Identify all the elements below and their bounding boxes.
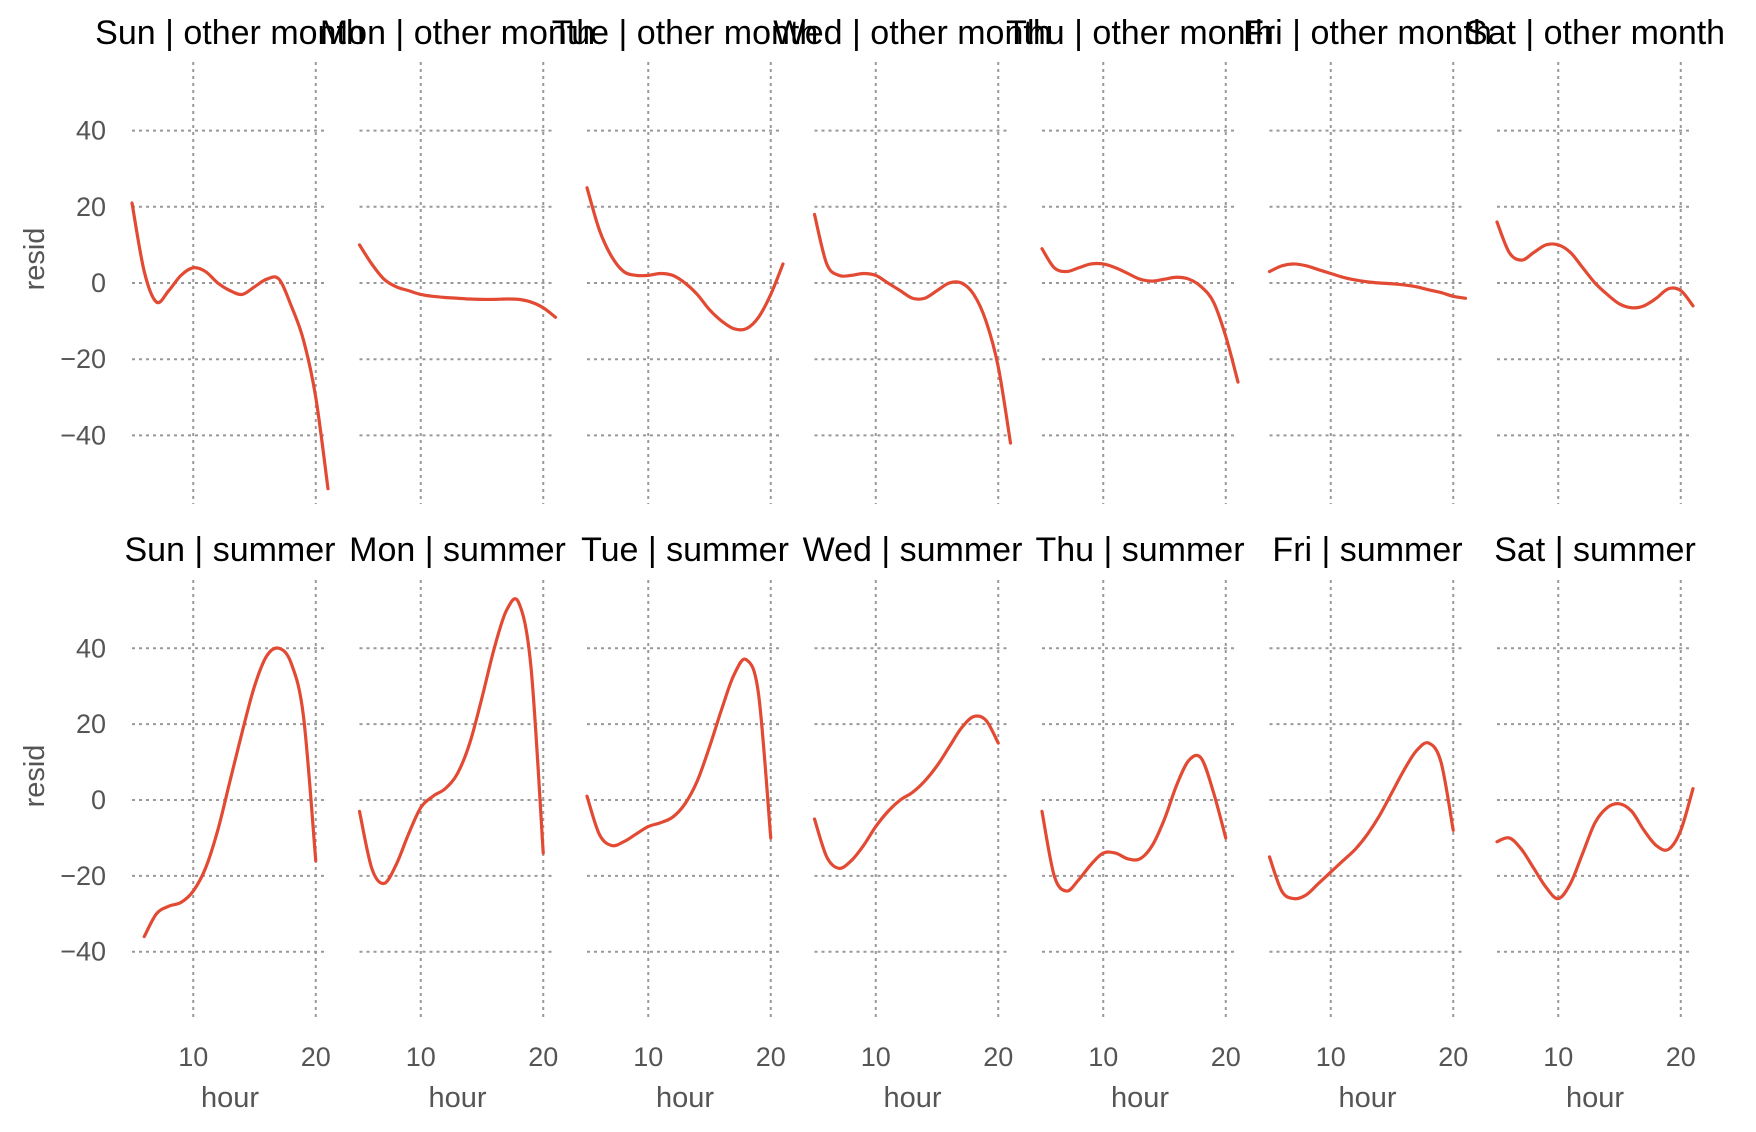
x-tick-label: 20 <box>1666 1042 1696 1072</box>
series-line <box>812 714 1000 870</box>
x-tick-label: 20 <box>528 1042 558 1072</box>
facet-panel: Wed | other month <box>773 14 1052 504</box>
series-line <box>1495 220 1695 310</box>
facet-panel: Tue | summer 10 20 hour <box>581 531 789 1114</box>
facet-panel: Sat | other month <box>1465 14 1725 504</box>
panel-title: Tue | summer <box>581 531 789 569</box>
x-tick-label: 10 <box>178 1042 208 1072</box>
series-line <box>130 201 330 491</box>
y-tick-label: 20 <box>76 709 106 739</box>
y-tick-label: 40 <box>76 633 106 663</box>
y-tick-label: −20 <box>60 861 106 891</box>
series-line <box>1040 753 1228 893</box>
panel-title: Thu | summer <box>1035 531 1244 569</box>
y-tick-label: −20 <box>60 344 106 374</box>
facet-panel: Thu | other month <box>1006 14 1274 504</box>
series-line <box>1495 787 1695 901</box>
x-tick-label: 10 <box>633 1042 663 1072</box>
panel-title: Sat | other month <box>1465 14 1725 52</box>
series-line <box>357 597 545 886</box>
facet-panel: Fri | summer 10 20 hour <box>1267 531 1468 1114</box>
y-axis-label: resid <box>19 228 51 291</box>
y-tick-label: −40 <box>60 420 106 450</box>
panel-title: Fri | other month <box>1243 14 1492 52</box>
x-axis-label: hour <box>1566 1082 1624 1114</box>
x-axis-label: hour <box>1338 1082 1396 1114</box>
y-axis-label: resid <box>19 745 51 808</box>
facet-panel: Fri | other month <box>1243 14 1492 504</box>
y-tick-label: −40 <box>60 937 106 967</box>
facet-panel: Mon | other month <box>320 14 595 504</box>
series-line <box>585 186 785 332</box>
panel-title: Tue | other month <box>552 14 819 52</box>
y-tick-label: 40 <box>76 116 106 146</box>
facet-panel: Sat | summer 10 20 hour <box>1494 531 1696 1114</box>
x-tick-label: 20 <box>1211 1042 1241 1072</box>
panel-title: Wed | other month <box>773 14 1051 52</box>
y-tick-label: 20 <box>76 192 106 222</box>
facet-panel: Thu | summer 10 20 hour <box>1035 531 1244 1114</box>
x-axis-label: hour <box>428 1082 486 1114</box>
panel-title: Wed | summer <box>803 531 1023 569</box>
facet-panel: Sun | other month −40 −20 0 20 40 resid <box>19 14 365 504</box>
series-line <box>1040 247 1240 384</box>
x-axis-label: hour <box>1111 1082 1169 1114</box>
x-axis-label: hour <box>883 1082 941 1114</box>
panel-title: Sat | summer <box>1494 531 1696 569</box>
x-tick-label: 10 <box>406 1042 436 1072</box>
x-tick-label: 10 <box>1543 1042 1573 1072</box>
facet-panel: Mon | summer 10 20 hour <box>349 531 566 1114</box>
facet-panel: Wed | summer 10 20 hour <box>803 531 1023 1114</box>
x-tick-label: 20 <box>983 1042 1013 1072</box>
x-tick-label: 20 <box>301 1042 331 1072</box>
panel-title: Sun | summer <box>124 531 335 569</box>
panel-title: Fri | summer <box>1272 531 1462 569</box>
series-line <box>142 646 318 939</box>
facet-panel: Sun | summer −40 −20 0 20 40 resid 10 20 hour <box>19 531 336 1114</box>
x-axis-label: hour <box>201 1082 259 1114</box>
series-line <box>1267 262 1468 300</box>
series-line <box>812 212 1013 445</box>
y-tick-label: 0 <box>91 785 106 815</box>
facet-panel: Tue | other month <box>552 14 819 504</box>
series-line <box>357 243 558 319</box>
x-tick-label: 10 <box>861 1042 891 1072</box>
panel-title: Mon | other month <box>320 14 595 52</box>
x-axis-label: hour <box>656 1082 714 1114</box>
x-tick-label: 10 <box>1088 1042 1118 1072</box>
panel-title: Thu | other month <box>1006 14 1274 52</box>
x-tick-label: 20 <box>756 1042 786 1072</box>
panel-title: Mon | summer <box>349 531 566 569</box>
panel-title: Sun | other month <box>95 14 365 52</box>
x-tick-label: 10 <box>1316 1042 1346 1072</box>
y-tick-label: 0 <box>91 268 106 298</box>
series-line <box>585 657 773 848</box>
series-line <box>1267 741 1455 901</box>
x-tick-label: 20 <box>1438 1042 1468 1072</box>
